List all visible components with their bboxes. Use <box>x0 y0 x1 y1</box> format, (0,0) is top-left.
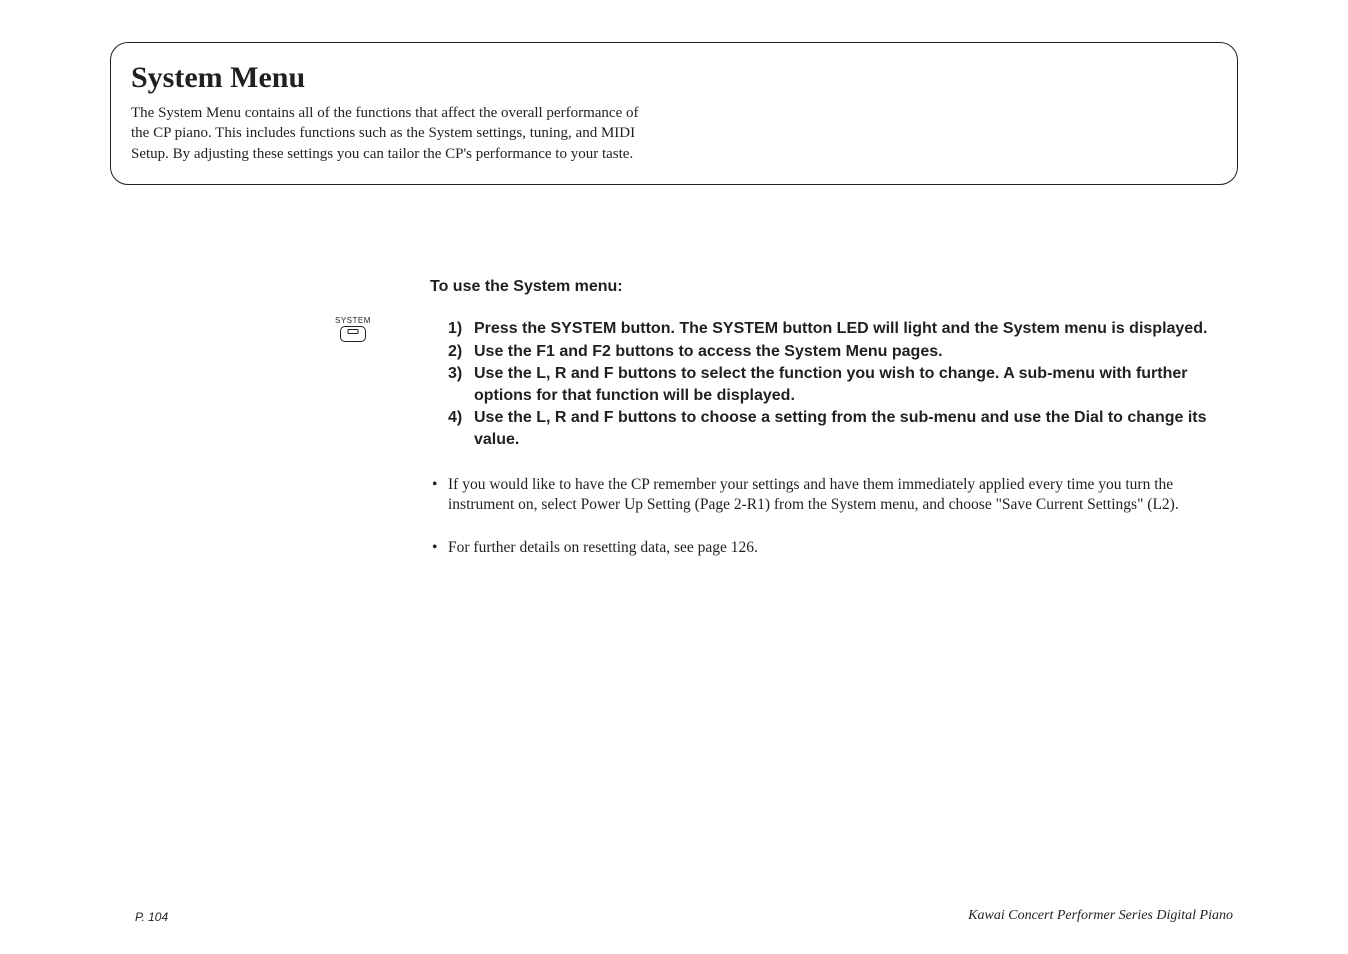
system-button-graphic <box>340 326 366 342</box>
step-item: 2) Use the F1 and F2 buttons to access t… <box>448 341 1238 363</box>
header-box: System Menu The System Menu contains all… <box>110 42 1238 185</box>
footer-title: Kawai Concert Performer Series Digital P… <box>968 908 1233 924</box>
bullet-item: • For further details on resetting data,… <box>430 538 1238 559</box>
step-text: Use the L, R and F buttons to choose a s… <box>474 407 1238 450</box>
page-number: P. 104 <box>135 910 168 924</box>
step-item: 1) Press the SYSTEM button. The SYSTEM b… <box>448 318 1238 340</box>
section-title: System Menu <box>131 61 1217 95</box>
step-number: 4) <box>448 407 474 450</box>
content-area: To use the System menu: 1) Press the SYS… <box>430 278 1238 581</box>
step-item: 4) Use the L, R and F buttons to choose … <box>448 407 1238 450</box>
bullet-mark: • <box>430 538 448 559</box>
step-text: Press the SYSTEM button. The SYSTEM butt… <box>474 318 1238 340</box>
bullet-text: If you would like to have the CP remembe… <box>448 475 1238 517</box>
subheading: To use the System menu: <box>430 278 1238 296</box>
step-text: Use the F1 and F2 buttons to access the … <box>474 341 1238 363</box>
system-button-label: SYSTEM <box>335 316 371 325</box>
numbered-list: 1) Press the SYSTEM button. The SYSTEM b… <box>430 318 1238 451</box>
section-description: The System Menu contains all of the func… <box>131 103 651 164</box>
step-number: 3) <box>448 363 474 406</box>
step-number: 2) <box>448 341 474 363</box>
step-number: 1) <box>448 318 474 340</box>
bullet-item: • If you would like to have the CP remem… <box>430 475 1238 517</box>
step-item: 3) Use the L, R and F buttons to select … <box>448 363 1238 406</box>
bullet-list: • If you would like to have the CP remem… <box>430 475 1238 560</box>
bullet-mark: • <box>430 475 448 517</box>
bullet-text: For further details on resetting data, s… <box>448 538 1238 559</box>
system-button-icon: SYSTEM <box>335 316 371 342</box>
step-text: Use the L, R and F buttons to select the… <box>474 363 1238 406</box>
